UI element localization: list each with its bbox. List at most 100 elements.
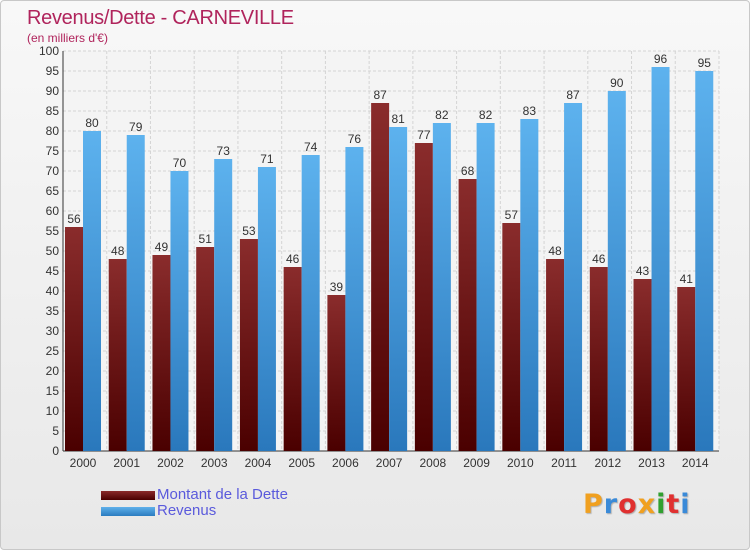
logo-letter: i [656,489,667,520]
data-label-revenue: 71 [260,152,274,166]
bar-debt [589,267,608,451]
y-tick-label: 95 [46,64,60,78]
y-tick-label: 5 [52,424,59,438]
bar-revenue [83,131,101,451]
data-label-debt: 46 [592,252,606,266]
data-label-debt: 49 [155,240,169,254]
bar-revenue [301,155,320,451]
y-tick-label: 100 [39,44,59,58]
logo-letter: o [618,489,638,520]
legend-item-debt: Montant de la Dette [101,487,288,503]
y-tick-label: 85 [46,104,60,118]
y-tick-label: 10 [46,404,60,418]
x-tick-label: 2010 [507,456,534,470]
x-tick-label: 2011 [551,456,577,470]
y-tick-label: 60 [46,204,60,218]
logo-letter: P [583,489,604,520]
y-tick-label: 30 [46,324,60,338]
chart-title: Revenus/Dette - CARNEVILLE [27,7,294,29]
x-tick-label: 2008 [420,456,447,470]
x-tick-label: 2012 [594,456,621,470]
x-tick-label: 2004 [245,456,272,470]
bar-debt [633,279,652,451]
bar-revenue [476,123,495,451]
y-tick-label: 75 [46,144,60,158]
y-tick-label: 40 [46,284,60,298]
x-tick-label: 2013 [638,456,665,470]
data-label-revenue: 70 [173,156,187,170]
data-label-revenue: 74 [304,140,318,154]
y-tick-label: 70 [46,164,60,178]
data-label-revenue: 81 [391,112,405,126]
bar-debt [65,227,83,451]
bar-debt [414,143,433,451]
bar-revenue [432,123,451,451]
x-tick-label: 2006 [332,456,359,470]
data-label-debt: 77 [417,128,431,142]
data-label-debt: 46 [286,252,300,266]
legend-label-revenue: Revenus [157,502,217,519]
x-tick-label: 2005 [288,456,315,470]
data-label-revenue: 83 [523,104,537,118]
bar-debt [546,259,565,451]
bar-revenue [607,91,626,451]
bar-debt [152,255,171,451]
x-tick-label: 2003 [201,456,228,470]
bar-debt [458,179,477,451]
y-tick-label: 20 [46,364,60,378]
x-tick-label: 2002 [157,456,184,470]
data-label-revenue: 82 [435,108,449,122]
logo-letter: x [637,489,657,520]
data-label-revenue: 87 [566,88,580,102]
data-label-debt: 41 [680,272,694,286]
bar-debt [239,239,258,451]
y-tick-label: 0 [52,444,59,458]
legend-item-revenue: Revenus [101,503,288,519]
data-label-debt: 51 [199,232,213,246]
data-label-debt: 43 [636,264,650,278]
data-label-revenue: 80 [85,116,99,130]
logo-letter: i [680,489,691,520]
data-label-revenue: 73 [217,144,231,158]
bar-revenue [170,171,189,451]
y-tick-label: 25 [46,344,60,358]
logo-letter: t [666,489,681,520]
data-label-debt: 39 [330,280,344,294]
bar-debt [502,223,521,451]
logo-letter: r [603,489,619,520]
y-tick-label: 50 [46,244,60,258]
y-tick-label: 90 [46,84,60,98]
data-label-debt: 68 [461,164,475,178]
bar-revenue [345,147,364,451]
data-label-revenue: 82 [479,108,493,122]
bar-revenue [214,159,233,451]
proxiti-logo: Proxiti [583,489,691,520]
bar-revenue [651,67,670,451]
data-label-debt: 57 [505,208,519,222]
bar-revenue [257,167,276,451]
bar-debt [283,267,302,451]
bar-revenue [520,119,539,451]
bar-revenue [695,71,714,451]
chart-subtitle: (en milliers d'€) [27,31,108,45]
data-label-debt: 87 [373,88,387,102]
x-tick-label: 2001 [113,456,140,470]
data-label-revenue: 90 [610,76,624,90]
y-tick-label: 45 [46,264,60,278]
x-tick-label: 2009 [463,456,490,470]
data-label-debt: 56 [67,212,81,226]
y-tick-label: 55 [46,224,60,238]
y-tick-label: 35 [46,304,60,318]
data-label-revenue: 96 [654,52,668,66]
data-label-debt: 48 [548,244,562,258]
y-tick-label: 15 [46,384,60,398]
bar-revenue [564,103,583,451]
data-label-revenue: 95 [698,56,712,70]
data-label-debt: 48 [111,244,125,258]
legend-swatch-debt [101,490,155,500]
data-label-revenue: 76 [348,132,362,146]
x-tick-label: 2007 [376,456,403,470]
x-tick-label: 2000 [70,456,97,470]
